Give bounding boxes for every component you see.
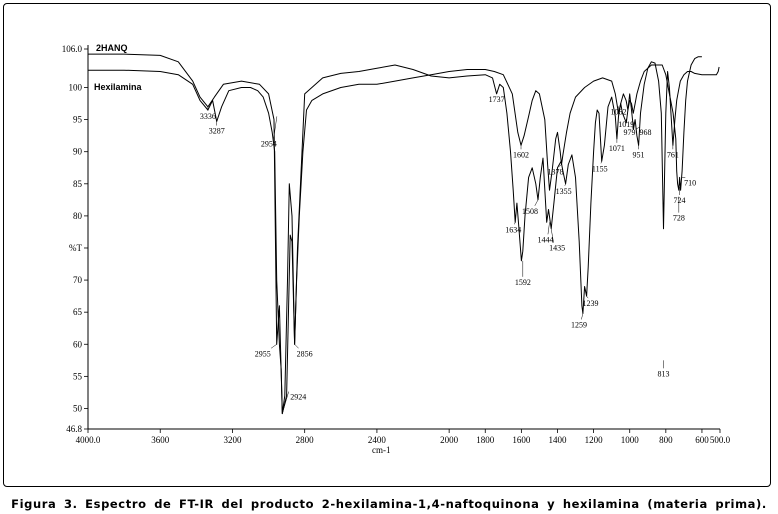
peak-label: 2955 [255, 349, 271, 358]
series-name-2hanq: 2HANQ [96, 43, 128, 53]
y-tick-label: 55 [73, 371, 83, 381]
x-tick-label: 1400 [548, 435, 567, 445]
peak-label: 1071 [609, 144, 625, 153]
peak-label: 1602 [513, 150, 529, 159]
series-line-hexilamina [88, 56, 702, 415]
peak-labels-layer: 3336 3287 2954 2955 2856 2924 1737 1602 1634 1592… [200, 95, 696, 414]
peak-label: 2856 [297, 349, 313, 358]
x-tick-label: 3200 [223, 435, 242, 445]
peak-label: 979 [624, 128, 636, 137]
x-tick-label: 1200 [585, 435, 604, 445]
x-tick-label: 1800 [476, 435, 495, 445]
peak-leader-line [273, 116, 278, 139]
peak-label: 1378 [547, 168, 563, 177]
series-name-hexilamina: Hexilamina [94, 82, 143, 92]
x-tick-label: 600 [695, 435, 709, 445]
y-tick-label: 70 [73, 275, 83, 285]
peak-label: 1508 [522, 207, 538, 216]
peak-label: 3336 [200, 112, 216, 121]
x-tick-label: 1000 [621, 435, 640, 445]
peak-leader-line [534, 199, 539, 206]
x-tick-label: 800 [659, 435, 673, 445]
peak-label: 3287 [209, 127, 225, 136]
peak-label: 1737 [489, 95, 505, 104]
y-tick-label: 60 [73, 339, 83, 349]
peak-leader-line [514, 222, 516, 225]
peak-label: 724 [674, 196, 686, 205]
peak-label: 1634 [505, 225, 521, 234]
x-tick-label: 500.0 [710, 435, 731, 445]
peak-label: 710 [684, 178, 696, 187]
peak-label: 1062 [611, 107, 627, 116]
peak-label: 813 [657, 369, 669, 378]
x-tick-label: 3600 [151, 435, 170, 445]
x-tick-label: 2800 [296, 435, 315, 445]
peak-label: 1019 [618, 120, 634, 129]
x-tick-label: 1600 [512, 435, 531, 445]
peak-label: 1259 [571, 320, 587, 329]
x-axis-title: cm-1 [372, 445, 391, 455]
peak-leader-line [294, 344, 299, 349]
y-tick-label: 100 [69, 83, 83, 93]
peak-label: 968 [639, 128, 651, 137]
peak-label: 761 [667, 150, 679, 159]
peak-label: 2924 [290, 393, 306, 402]
y-tick-label: 46.8 [66, 424, 82, 434]
y-tick-label: 65 [73, 307, 83, 317]
peak-label: 1592 [515, 278, 531, 287]
y-tick-label: 80 [73, 211, 83, 221]
peak-label: 1435 [549, 244, 565, 253]
peak-leader-line [635, 127, 640, 130]
y-tick-label: 50 [73, 403, 83, 413]
y-tick-label: 95 [73, 115, 83, 125]
peak-label: 2954 [261, 139, 277, 148]
figure-frame [3, 3, 771, 487]
y-tick-label: 90 [73, 147, 83, 157]
x-tick-label: 2000 [440, 435, 459, 445]
peak-label: 728 [673, 214, 685, 223]
peak-label: 1444 [538, 235, 554, 244]
x-tick-label: 4000.0 [76, 435, 101, 445]
peak-label: 951 [633, 150, 645, 159]
peak-leader-line [564, 183, 566, 186]
peak-label: 1355 [556, 187, 572, 196]
figure-caption: Figura 3. Espectro de FT-IR del producto… [11, 497, 767, 511]
y-tick-label: 85 [73, 179, 83, 189]
peak-leader-line [550, 228, 554, 243]
peak-leader-line [586, 295, 589, 299]
peak-leader-line [631, 127, 634, 130]
peak-label: 1155 [592, 164, 608, 173]
peak-label: 1239 [583, 299, 599, 308]
y-tick-label: %T [69, 243, 82, 253]
peak-leader-line [581, 313, 584, 320]
peak-leader-line [282, 391, 289, 414]
x-tick-label: 2400 [368, 435, 387, 445]
y-tick-label: 106.0 [62, 44, 83, 54]
peak-leader-line [270, 344, 277, 349]
peak-leader-line [558, 164, 562, 167]
peak-leader-line [600, 161, 602, 164]
peak-leader-line [547, 222, 550, 235]
